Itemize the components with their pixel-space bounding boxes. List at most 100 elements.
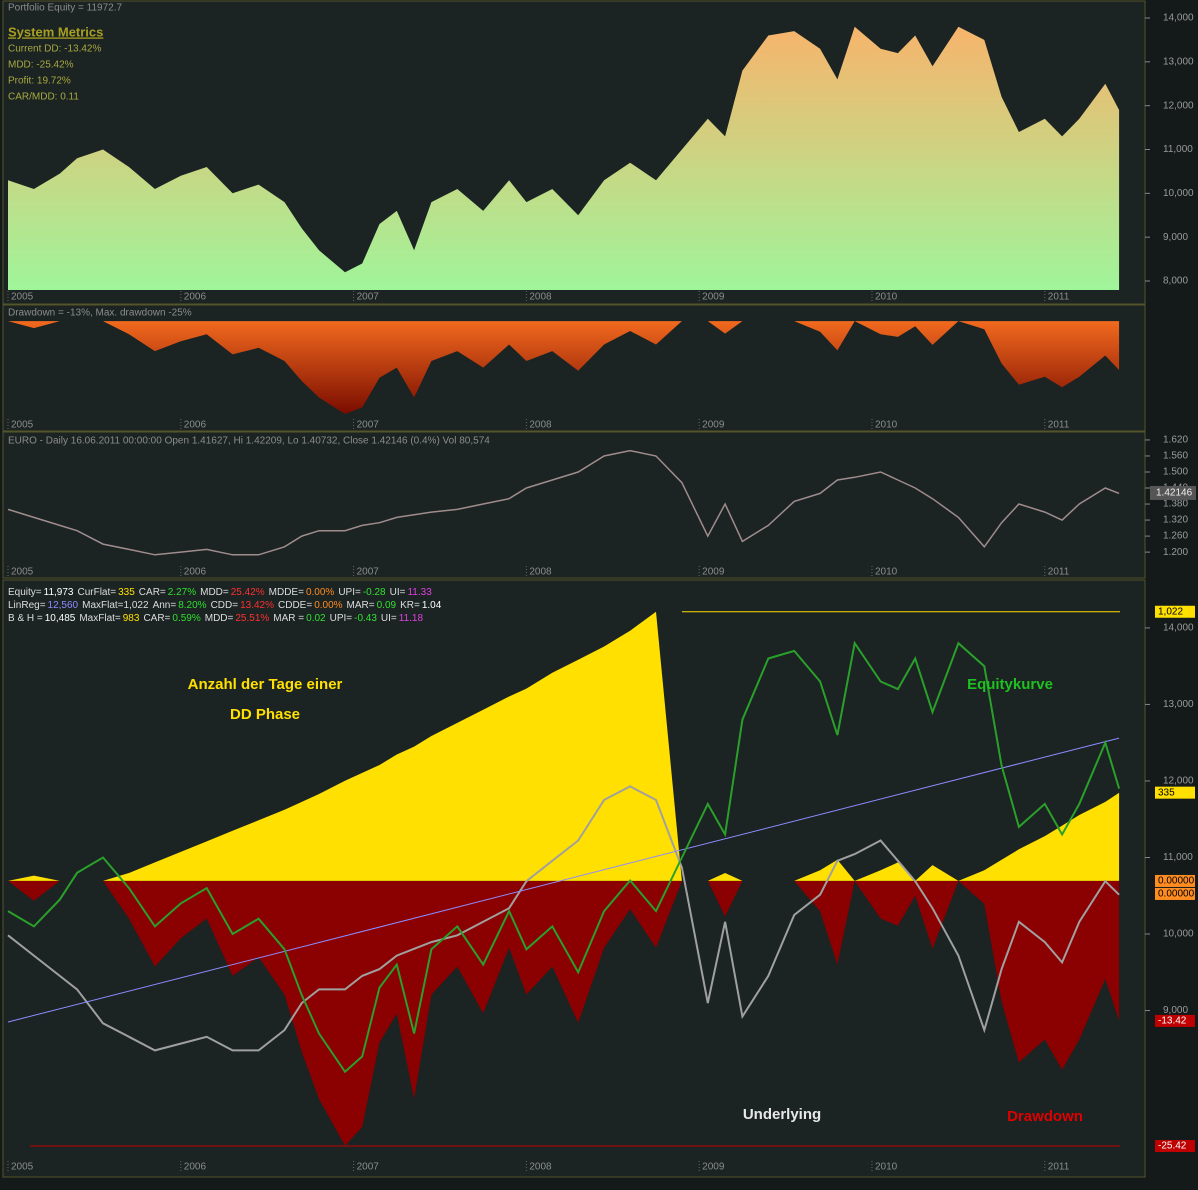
stat: 8.20%	[178, 600, 206, 611]
stat: KR=	[400, 600, 420, 611]
x-tick-label: 2005	[11, 420, 34, 431]
stat: MaxFlat=1,022	[82, 600, 149, 611]
metrics-heading: System Metrics	[8, 24, 103, 39]
stat: 11,973	[44, 587, 74, 598]
stats-row: Equity= 11,973 CurFlat= 335 CAR= 2.27% MDD= 25.…	[8, 587, 432, 598]
annotation: Anzahl der Tage einer	[188, 676, 343, 693]
stat: B & H =	[8, 613, 43, 624]
x-tick-label: 2007	[357, 292, 380, 303]
series-label: Equitykurve	[967, 676, 1053, 693]
stat: CAR=	[139, 587, 166, 598]
stat: 25.51%	[235, 613, 269, 624]
y-tick-label: 13,000	[1163, 699, 1194, 710]
y-tick-label: 12,000	[1163, 776, 1194, 787]
x-tick-label: 2009	[702, 567, 725, 578]
metric: Profit: 19.72%	[8, 76, 71, 87]
y-tick-label: 1.320	[1163, 515, 1188, 526]
x-tick-label: 2008	[529, 292, 552, 303]
x-tick-label: 2006	[184, 567, 207, 578]
y-tick-label: 9,000	[1163, 1005, 1188, 1016]
x-tick-label: 2011	[1048, 567, 1070, 578]
area	[8, 321, 1120, 414]
stat: 983	[123, 613, 140, 624]
value-label: -25.42	[1158, 1141, 1187, 1152]
y-tick-label: 11,000	[1163, 144, 1193, 155]
area	[8, 26, 1120, 291]
x-tick-label: 2006	[184, 292, 207, 303]
x-tick-label: 2007	[357, 1162, 380, 1173]
stat: LinReg=	[8, 600, 46, 611]
area	[8, 880, 1120, 1146]
stat: Ann=	[153, 600, 177, 611]
value-label: -13.42	[1158, 1016, 1187, 1027]
value-label: 0.00000	[1158, 876, 1195, 887]
stat: MAR =	[273, 613, 304, 624]
x-tick-label: 2009	[702, 292, 725, 303]
stat: MDDE=	[269, 587, 304, 598]
stat: 11.33	[407, 587, 432, 598]
pane	[2, 431, 1146, 579]
stat: 13.42%	[240, 600, 274, 611]
x-tick-label: 2005	[11, 1162, 34, 1173]
stat: MDD=	[200, 587, 229, 598]
x-tick-label: 2009	[702, 420, 725, 431]
y-tick-label: 1.560	[1163, 451, 1188, 462]
stat: 0.02	[306, 613, 326, 624]
x-tick-label: 2006	[184, 420, 207, 431]
line	[7, 737, 1120, 1023]
pane-title: Drawdown = -13%, Max. drawdown -25%	[8, 308, 192, 319]
x-tick-label: 2008	[529, 420, 552, 431]
annotation: DD Phase	[230, 706, 300, 723]
stats-row: LinReg= 12,560 MaxFlat=1,022 Ann= 8.20% CDD= 1…	[8, 600, 442, 611]
line	[7, 640, 1121, 1074]
y-tick-label: 9,000	[1163, 232, 1188, 243]
stat: -0.43	[354, 613, 377, 624]
y-tick-label: 1.620	[1163, 435, 1188, 446]
x-tick-label: 2008	[529, 1162, 552, 1173]
stat: 0.59%	[172, 613, 200, 624]
last-value-label: 1.42146	[1156, 488, 1193, 499]
stat: MDD=	[205, 613, 234, 624]
x-tick-label: 2010	[875, 1162, 898, 1173]
series-label: Underlying	[743, 1106, 821, 1123]
stat: 1.04	[422, 600, 442, 611]
y-tick-label: 1.200	[1163, 547, 1188, 558]
stats-row: B & H = 10,485 MaxFlat= 983 CAR= 0.59% MDD= 25.…	[8, 613, 423, 624]
y-tick-label: 10,000	[1163, 188, 1194, 199]
value-box	[1155, 1014, 1195, 1027]
stat: -0.28	[363, 587, 386, 598]
y-tick-label: 10,000	[1163, 929, 1194, 940]
stat: MaxFlat=	[79, 613, 121, 624]
stat: 25.42%	[231, 587, 265, 598]
price-line	[7, 449, 1120, 556]
y-tick-label: 11,000	[1163, 852, 1193, 863]
value-label: 0.00000	[1158, 889, 1195, 900]
y-tick-label: 8,000	[1163, 276, 1188, 287]
value-box	[1155, 786, 1195, 799]
stat: 2.27%	[168, 587, 196, 598]
metric: MDD: -25.42%	[8, 60, 74, 71]
stat: UI=	[381, 613, 397, 624]
x-tick-label: 2008	[529, 567, 552, 578]
pane-title: Portfolio Equity = 11972.7	[8, 3, 122, 14]
stat: UI=	[390, 587, 406, 598]
x-tick-label: 2011	[1048, 1162, 1070, 1173]
stat: UPI=	[330, 613, 353, 624]
stat: 12,560	[48, 600, 79, 611]
y-tick-label: 12,000	[1163, 100, 1194, 111]
x-tick-label: 2005	[11, 567, 34, 578]
y-tick-label: 13,000	[1163, 56, 1194, 67]
stat: CurFlat=	[77, 587, 116, 598]
pane-title: EURO - Daily 16.06.2011 00:00:00 Open 1.…	[8, 436, 490, 447]
stat: 10,485	[45, 613, 76, 624]
x-tick-label: 2009	[702, 1162, 725, 1173]
value-label: 335	[1158, 787, 1175, 798]
stat: MAR=	[347, 600, 375, 611]
x-tick-label: 2006	[184, 1162, 207, 1173]
stat: 0.09	[377, 600, 397, 611]
last-value-box	[1150, 485, 1196, 500]
series-label: Drawdown	[1007, 1108, 1083, 1125]
stat: 0.00%	[314, 600, 342, 611]
value-box	[1155, 887, 1195, 900]
y-tick-label: 1.260	[1163, 531, 1188, 542]
